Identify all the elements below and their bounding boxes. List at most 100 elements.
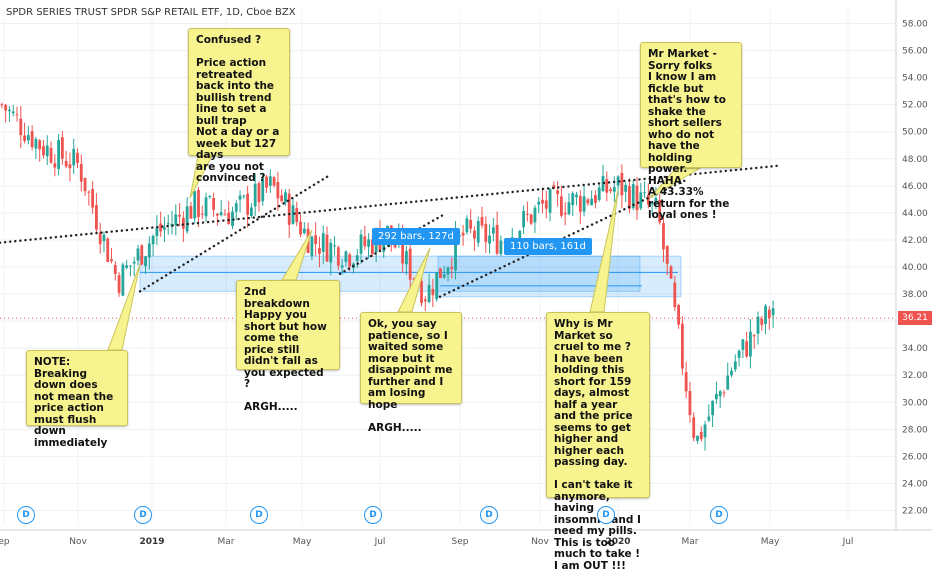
candle-body [212, 198, 215, 210]
time-tick-label: 2019 [139, 537, 164, 547]
candle-body [140, 245, 144, 265]
candle-body [646, 194, 650, 205]
zone-box[interactable] [437, 255, 682, 298]
candle-body [355, 255, 359, 262]
candle-body [752, 335, 756, 337]
candle-body [590, 198, 594, 206]
candle-body [295, 208, 299, 223]
candle-body [405, 251, 408, 265]
pointer-confused [189, 155, 213, 199]
candle-body [439, 268, 442, 279]
candle-body [336, 247, 340, 266]
candle-body [688, 391, 692, 416]
candle-body [446, 267, 450, 275]
dividend-marker[interactable]: D [17, 506, 35, 524]
candle-body [556, 190, 560, 195]
dividend-marker[interactable]: D [134, 506, 152, 524]
candle-body [635, 185, 639, 211]
candle-body [431, 288, 435, 296]
note-second-breakdown[interactable]: 2nd breakdown Happy you short but how co… [236, 280, 340, 413]
price-tick-label: 52.00 [902, 101, 928, 111]
price-chart[interactable]: 58.00 56.00 54.00 52.00 50.00 48.00 46.00 44.00… [0, 0, 932, 550]
candle-body [348, 254, 352, 267]
note-patience[interactable]: Ok, you say patience, so I waited some m… [360, 312, 462, 433]
candle-body [197, 189, 200, 218]
candle-body [480, 217, 484, 226]
candle-body [461, 232, 465, 236]
candle-body [525, 213, 529, 215]
candle-body [665, 245, 669, 264]
measure-badge[interactable]: 110 bars, 161d [504, 238, 592, 255]
candle-body [359, 234, 363, 254]
time-tick-label: Mar [218, 537, 235, 547]
candle-body [26, 135, 30, 141]
candle-body [45, 145, 49, 157]
measure-badge[interactable]: 292 bars, 127d [372, 228, 460, 245]
candle-body [234, 203, 238, 212]
candle-body [544, 200, 548, 209]
note-cruel-market[interactable]: Why is Mr Market so cruel to me ? I have… [546, 312, 650, 571]
price-tick-label: 32.00 [902, 371, 928, 381]
chart-title: SPDR SERIES TRUST SPDR S&P RETAIL ETF, 1… [6, 7, 296, 18]
trendline-late-2019[interactable] [438, 177, 690, 298]
dividend-marker[interactable]: D [480, 506, 498, 524]
candle-body [106, 238, 110, 262]
candle-body [484, 223, 488, 242]
candle-body [223, 214, 227, 216]
candle-body [8, 109, 11, 112]
candle-body [261, 177, 265, 202]
candle-body [57, 140, 60, 169]
trendline-mid-2019[interactable] [338, 214, 444, 275]
long-trendline[interactable] [0, 164, 782, 244]
dividend-marker[interactable]: D [710, 506, 728, 524]
candle-body [408, 248, 412, 280]
candle-body [344, 251, 348, 262]
time-tick-label: May [761, 537, 780, 547]
candle-body [552, 185, 556, 189]
dividend-marker[interactable]: D [364, 506, 382, 524]
candle-body [533, 207, 537, 223]
time-axis[interactable]: ep Nov 2019 Mar May Jul Sep Nov 2020 Mar May Jul [0, 529, 932, 547]
note-mr-market[interactable]: Mr Market - Sorry folks I know I am fick… [640, 42, 742, 221]
candle-body [38, 140, 42, 150]
candle-body [204, 197, 208, 217]
candle-body [227, 212, 231, 225]
candle-body [491, 227, 495, 234]
candle-body [605, 179, 609, 193]
note-confused[interactable]: Confused ? Price action retreated back i… [188, 28, 290, 184]
candle-body [121, 264, 125, 296]
candle-body [287, 193, 291, 225]
time-tick-label: Jul [842, 537, 854, 547]
candle-body [624, 184, 628, 192]
candle-body [0, 104, 4, 106]
candle-body [541, 199, 544, 204]
candle-body [91, 189, 95, 208]
candle-body [756, 316, 760, 334]
price-axis[interactable]: 58.00 56.00 54.00 52.00 50.00 48.00 46.00 44.00… [895, 0, 932, 550]
candle-body [726, 375, 730, 390]
trendline-2019[interactable] [138, 173, 332, 293]
candle-body [151, 235, 155, 245]
dividend-marker[interactable]: D [597, 506, 615, 524]
price-tick-label: 46.00 [902, 182, 928, 192]
candle-body [242, 195, 246, 197]
candle-body [563, 212, 567, 215]
candle-body [654, 198, 658, 204]
candle-body [117, 275, 121, 293]
note-breaking-down[interactable]: NOTE: Breaking down does not mean the pr… [26, 350, 128, 448]
candle-body [310, 236, 314, 257]
candle-body [102, 234, 106, 242]
candle-body [473, 230, 476, 239]
candle-body [567, 202, 571, 215]
candle-body [730, 370, 733, 376]
candle-body [582, 196, 586, 212]
candle-body [299, 221, 302, 235]
price-tick-label: 34.00 [902, 344, 928, 354]
candle-body [367, 239, 370, 247]
candle-body [715, 394, 718, 400]
candle-body [166, 223, 170, 225]
dividend-marker[interactable]: D [250, 506, 268, 524]
candle-body [265, 176, 268, 188]
candle-body [253, 183, 257, 207]
